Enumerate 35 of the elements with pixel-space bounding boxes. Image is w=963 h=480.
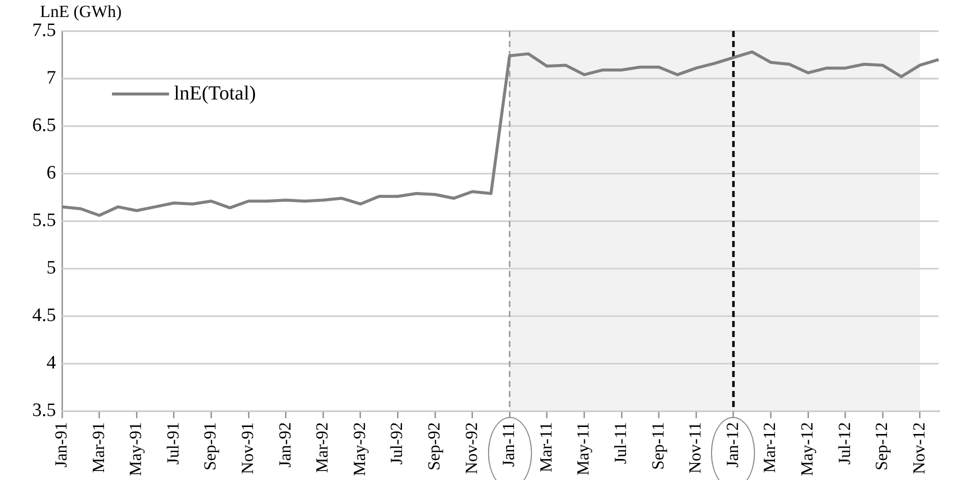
- x-tick-label: Sep-11: [648, 422, 668, 470]
- x-tick-label: Jan-12: [722, 422, 742, 468]
- x-tick-label: Sep-92: [424, 422, 444, 470]
- x-tick-label: May-91: [126, 422, 146, 476]
- x-tick-label: Sep-12: [872, 422, 892, 470]
- x-tick-label: Mar-12: [760, 422, 780, 473]
- x-tick-label: Mar-91: [88, 422, 108, 473]
- x-tick-label: Jul-12: [834, 422, 854, 465]
- x-tick-label: Nov-92: [462, 422, 481, 474]
- x-tick-label: Nov-12: [909, 422, 928, 474]
- y-tick-label: 7: [46, 68, 56, 89]
- x-tick-label: May-12: [798, 422, 817, 476]
- x-tick-label: Jan-91: [51, 422, 70, 468]
- y-tick-label: 6.5: [32, 115, 56, 136]
- x-tick-label: Nov-11: [686, 422, 705, 474]
- x-tick-label: Jul-91: [163, 422, 182, 465]
- x-tick-label: Sep-91: [200, 422, 220, 470]
- x-tick-label: Mar-92: [312, 422, 332, 473]
- x-tick-label: Nov-91: [238, 422, 257, 474]
- x-tick-label: May-11: [574, 422, 593, 476]
- x-tick-label: Jul-11: [611, 422, 630, 464]
- x-tick-label: May-92: [350, 422, 369, 476]
- legend-label: lnE(Total): [174, 82, 256, 104]
- x-tick-label: Jul-92: [387, 422, 406, 465]
- y-tick-label: 5.5: [32, 210, 56, 232]
- x-tick-label: Mar-11: [536, 422, 556, 472]
- y-tick-label: 6: [46, 162, 56, 184]
- y-tick-label: 4.5: [32, 305, 56, 326]
- x-tick-label: Jan-11: [499, 422, 518, 467]
- y-axis-title: LnE (GWh): [40, 2, 122, 21]
- y-tick-label: 4: [46, 352, 56, 374]
- y-tick-label: 7.5: [32, 20, 56, 41]
- x-tick-label: Jan-92: [275, 422, 294, 468]
- y-tick-label: 3.5: [32, 400, 56, 422]
- y-tick-label: 5: [46, 258, 56, 279]
